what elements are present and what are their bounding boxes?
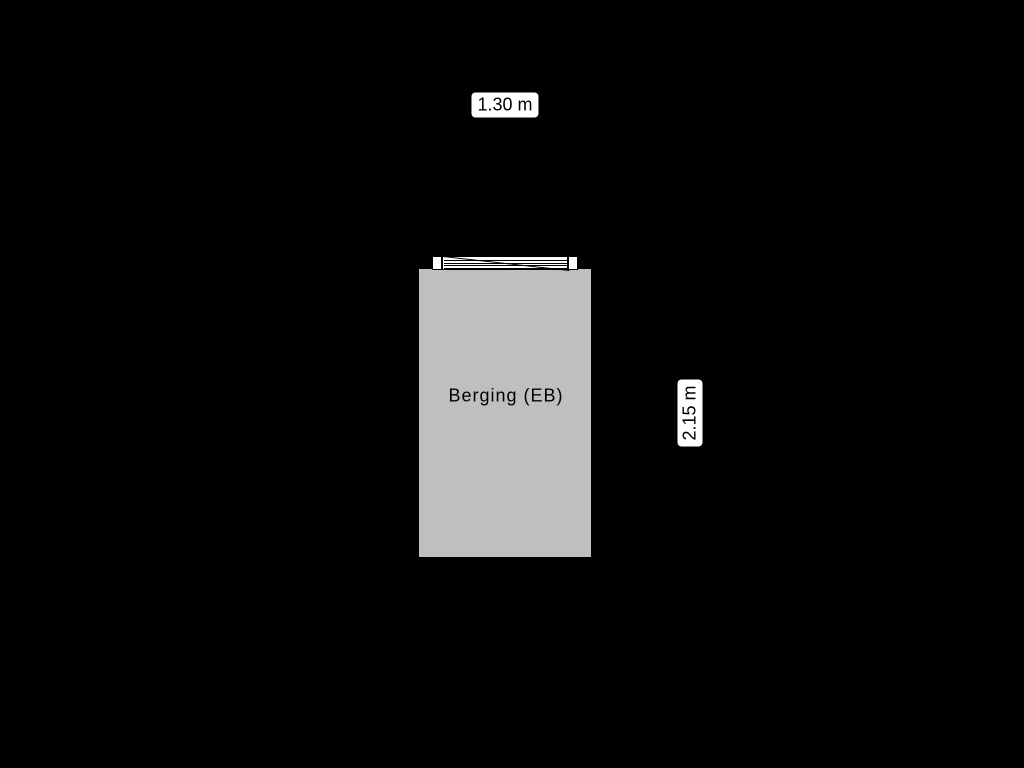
door-louver xyxy=(444,260,568,261)
dimension-height-label: 2.15 m xyxy=(678,379,703,446)
door-louver xyxy=(444,265,568,266)
door-panel xyxy=(442,256,568,270)
floorplan-canvas: Berging (EB) 1.30 m 2.15 m xyxy=(0,0,1024,768)
room-label: Berging (EB) xyxy=(448,386,563,407)
dimension-width-label: 1.30 m xyxy=(471,93,538,118)
door-post-left xyxy=(432,256,442,270)
room-berging: Berging (EB) xyxy=(418,268,592,558)
door-post-right xyxy=(568,256,578,270)
door-symbol xyxy=(432,256,578,270)
